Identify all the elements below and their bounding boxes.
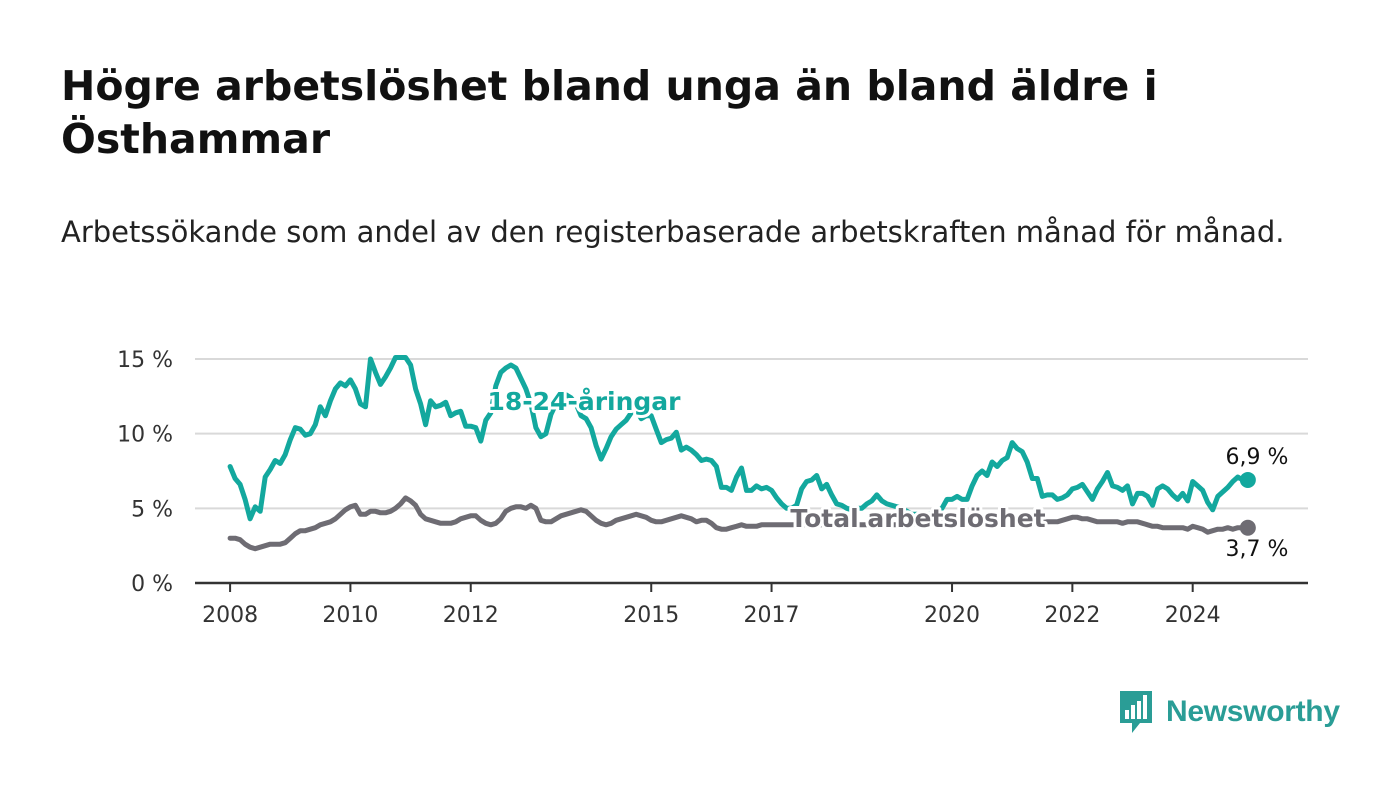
brand-logo: Newsworthy (1118, 688, 1340, 736)
x-tick-label: 2010 (322, 603, 378, 628)
series-label-youth: 18-24-åringar (488, 387, 682, 416)
x-tick-label: 2020 (924, 603, 980, 628)
gridlines: 0 % 5 % 10 % 15 % (117, 348, 1308, 597)
x-axis: 2008 2010 2012 2015 2017 2020 2022 2024 (195, 581, 1308, 628)
series-label-total: Total arbetslöshet (790, 504, 1045, 533)
brand-name: Newsworthy (1166, 695, 1340, 728)
x-tick-label: 2024 (1165, 603, 1221, 628)
series-end-point (1239, 519, 1256, 536)
x-tick-label: 2008 (202, 603, 258, 628)
y-tick-label: 0 % (131, 572, 173, 597)
series-end-point (1239, 471, 1256, 488)
end-value-label-total: 3,7 % (1226, 537, 1289, 562)
x-tick-label: 2012 (443, 603, 499, 628)
y-tick-label: 15 % (117, 348, 173, 373)
x-tick-label: 2022 (1044, 603, 1100, 628)
end-value-label-youth: 6,9 % (1226, 445, 1289, 470)
x-tick-label: 2015 (623, 603, 679, 628)
series-labels: 18-24-åringar Total arbetslöshet 6,9 % 3,7 … (485, 384, 1291, 565)
y-tick-label: 10 % (117, 423, 173, 448)
bar-chart-speech-bubble-icon (1120, 691, 1152, 733)
y-tick-label: 5 % (131, 497, 173, 522)
chart-title: Högre arbetslöshet bland unga än bland ä… (61, 62, 1158, 163)
x-tick-label: 2017 (744, 603, 800, 628)
series-lines (227, 355, 1256, 552)
series-line-1 (227, 495, 1251, 552)
chart-subtitle: Arbetssökande som andel av den registerb… (61, 215, 1285, 249)
series-line-0 (227, 355, 1251, 522)
